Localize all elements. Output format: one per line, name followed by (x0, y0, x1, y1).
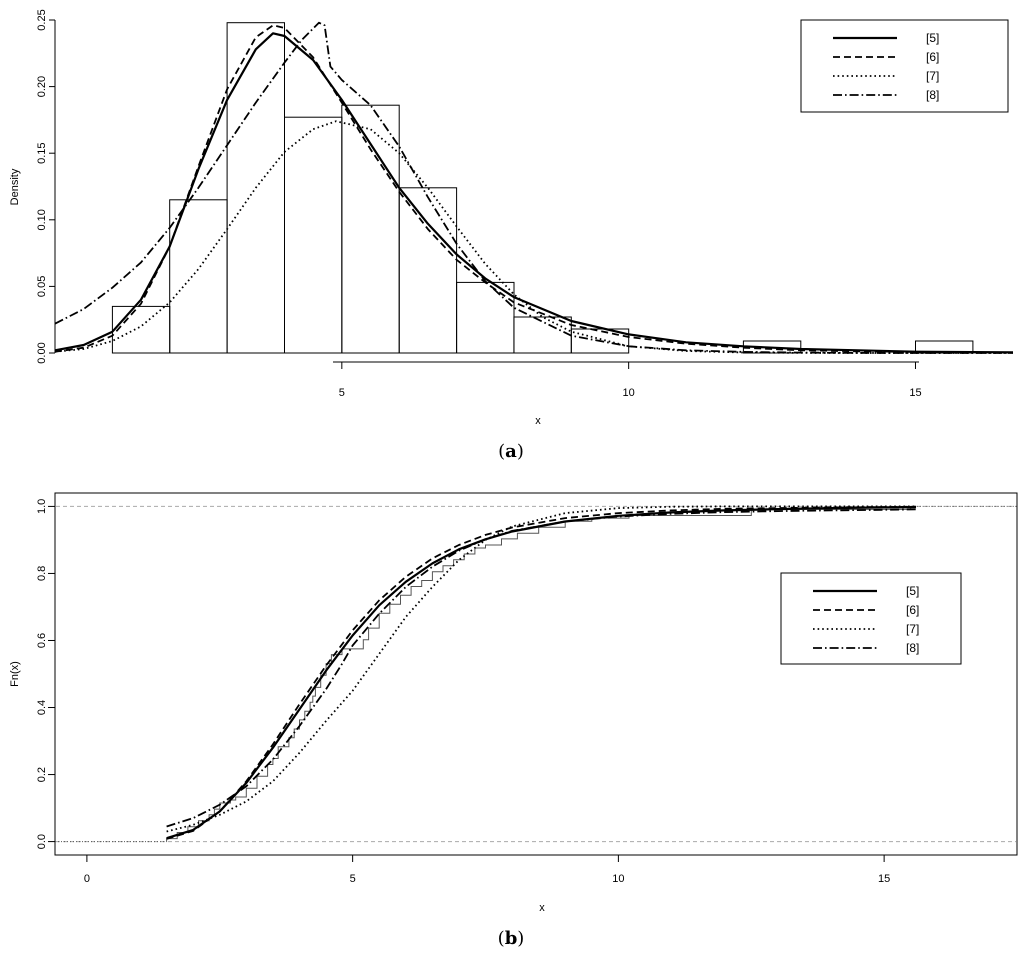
x-tick-label: 10 (623, 387, 635, 399)
y-tick-label: 0.00 (36, 342, 48, 363)
reference-lines (55, 505, 1017, 843)
legend-box (780, 572, 962, 665)
y-tick-label: 0.2 (36, 767, 48, 782)
y-axis-label: Density (9, 168, 21, 205)
y-tick-label: 0.15 (36, 142, 48, 163)
legend-label-3: [7] (906, 622, 919, 636)
y-tick-group: 0.0 0.2 0.4 0.6 0.8 1.0 (36, 499, 55, 849)
legend-label-2: [6] (926, 50, 939, 64)
series-line-1 (166, 506, 917, 840)
y-tick-label: 0.6 (36, 633, 48, 648)
legend: [5] [6] [7] [8] (800, 19, 1009, 113)
y-tick-label: 0.20 (36, 76, 48, 97)
y-tick-label: 0.8 (36, 566, 48, 581)
x-tick-label: 10 (612, 873, 624, 885)
legend-label-1: [5] (926, 31, 939, 45)
x-axis-label: x (539, 902, 545, 914)
density-curves (54, 21, 1014, 354)
series-line-4 (54, 21, 1013, 354)
series-line-2 (54, 24, 1014, 354)
plot-frame (54, 492, 1018, 856)
y-tick-label: 0.10 (36, 209, 48, 230)
panel-caption: (b) (498, 928, 525, 949)
histogram-bar (456, 281, 515, 354)
y-tick-label: 0.25 (36, 9, 48, 30)
y-tick-label: 0.4 (36, 700, 48, 715)
y-tick-group: 0.00 0.05 0.10 0.15 0.20 0.25 (36, 9, 55, 364)
density-axes (54, 20, 919, 363)
y-axis-label: Fn(x) (9, 661, 21, 687)
legend-box (800, 19, 1009, 113)
x-axis-label: x (535, 415, 541, 427)
series-line-2 (166, 505, 917, 840)
x-tick-label: 5 (350, 873, 356, 885)
histogram-bar (284, 116, 343, 354)
ecdf-panel: 0 5 10 15 0.0 0.2 0.4 0.6 0.8 1.0 x Fn(x) [5] [6]… (9, 492, 1018, 949)
y-tick-label: 1.0 (36, 499, 48, 514)
cdf-curves (166, 505, 917, 840)
histogram (111, 22, 974, 354)
density-panel: 5 10 15 0.00 0.05 0.10 0.15 0.20 0.25 x Density… (9, 9, 1014, 462)
legend-label-1: [5] (906, 584, 919, 598)
series-line-4 (166, 508, 917, 828)
panel-caption: (a) (498, 441, 524, 462)
x-tick-label: 5 (339, 387, 345, 399)
ecdf-step-line (166, 506, 912, 842)
x-tick-label: 0 (84, 873, 90, 885)
legend-label-3: [7] (926, 69, 939, 83)
x-tick-label: 15 (878, 873, 890, 885)
histogram-bar (111, 305, 171, 354)
series-line-3 (166, 505, 916, 833)
x-tick-group: 5 10 15 (339, 362, 922, 399)
legend-label-4: [8] (906, 641, 919, 655)
y-tick-label: 0.0 (36, 834, 48, 849)
legend: [5] [6] [7] [8] (780, 572, 962, 665)
y-tick-label: 0.05 (36, 276, 48, 297)
legend-label-2: [6] (906, 603, 919, 617)
histogram-bar (398, 187, 458, 354)
empirical-cdf (166, 506, 912, 842)
histogram-bar (570, 328, 630, 354)
x-tick-group: 0 5 10 15 (84, 855, 890, 885)
x-tick-label: 15 (909, 387, 921, 399)
legend-label-4: [8] (926, 88, 939, 102)
series-line-1 (54, 32, 1014, 354)
